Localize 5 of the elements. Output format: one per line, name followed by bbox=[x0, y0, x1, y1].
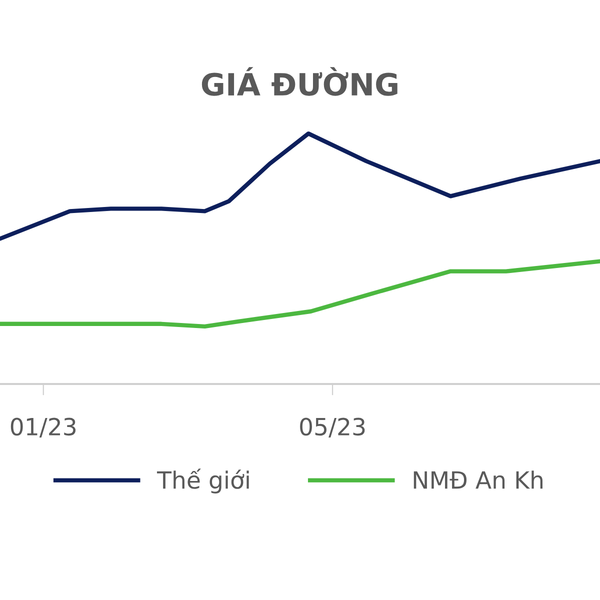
x-tick-label: 01/23 bbox=[10, 418, 76, 438]
x-tick-label: 05/23 bbox=[300, 418, 365, 438]
legend-label: NMĐ An Kh bbox=[414, 470, 542, 489]
chart-title: GIÁ ĐƯỜNG bbox=[202, 67, 398, 96]
legend-label: Thế giới bbox=[156, 468, 249, 494]
